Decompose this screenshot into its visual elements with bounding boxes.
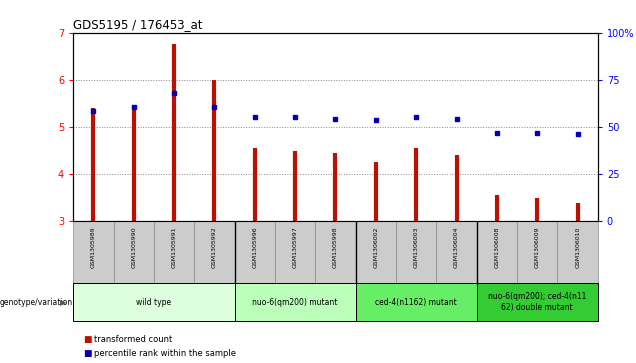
Text: GSM1305992: GSM1305992 [212, 227, 217, 268]
Text: GSM1306004: GSM1306004 [454, 227, 459, 268]
Text: GSM1306003: GSM1306003 [413, 227, 418, 268]
Bar [235, 221, 275, 283]
Bar [275, 221, 315, 283]
Bar [315, 221, 356, 283]
Bar [73, 283, 235, 321]
Text: GSM1306009: GSM1306009 [535, 227, 540, 268]
Text: percentile rank within the sample: percentile rank within the sample [94, 350, 236, 358]
Text: ▶: ▶ [60, 298, 67, 307]
Bar [194, 221, 235, 283]
Bar [517, 221, 558, 283]
Bar [356, 221, 396, 283]
Bar [558, 221, 598, 283]
Text: GSM1305996: GSM1305996 [252, 227, 258, 268]
Text: wild type: wild type [136, 298, 172, 307]
Bar [154, 221, 194, 283]
Text: GSM1305990: GSM1305990 [131, 227, 136, 268]
Text: genotype/variation: genotype/variation [0, 298, 73, 307]
Text: transformed count: transformed count [94, 335, 172, 344]
Text: nuo-6(qm200) mutant: nuo-6(qm200) mutant [252, 298, 338, 307]
Bar [477, 221, 517, 283]
Text: GSM1306008: GSM1306008 [494, 227, 499, 268]
Text: GSM1306010: GSM1306010 [575, 227, 580, 268]
Text: GSM1305998: GSM1305998 [333, 227, 338, 268]
Text: GDS5195 / 176453_at: GDS5195 / 176453_at [73, 19, 203, 32]
Text: GSM1305997: GSM1305997 [293, 227, 298, 268]
Bar [396, 221, 436, 283]
Bar [73, 221, 113, 283]
Text: GSM1305989: GSM1305989 [91, 227, 96, 268]
Text: GSM1305991: GSM1305991 [172, 227, 177, 268]
Text: ■: ■ [83, 350, 91, 358]
Text: ■: ■ [83, 335, 91, 344]
Text: nuo-6(qm200); ced-4(n11
62) double mutant: nuo-6(qm200); ced-4(n11 62) double mutan… [488, 293, 586, 312]
Bar [436, 221, 477, 283]
Bar [235, 283, 356, 321]
Text: ced-4(n1162) mutant: ced-4(n1162) mutant [375, 298, 457, 307]
Text: GSM1306002: GSM1306002 [373, 227, 378, 268]
Bar [113, 221, 154, 283]
Bar [477, 283, 598, 321]
Bar [356, 283, 477, 321]
